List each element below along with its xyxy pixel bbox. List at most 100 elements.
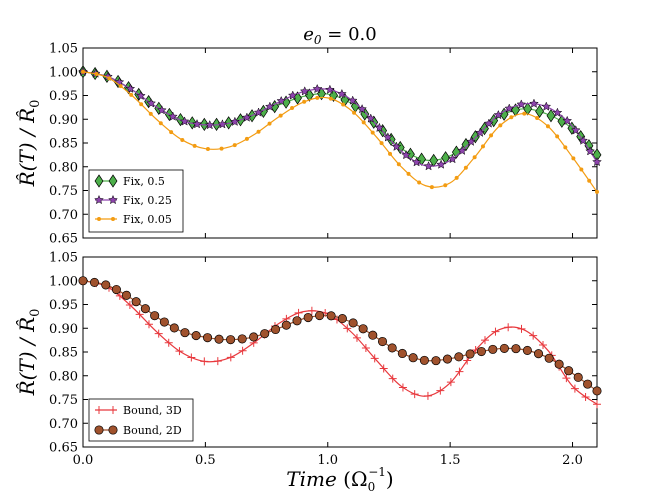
legend-box-top [88,169,184,233]
series-marker [94,72,99,77]
series-marker [179,116,190,126]
legend-swatch-marker [111,217,115,221]
series-marker [370,130,375,135]
series-marker [205,147,210,152]
series-marker [557,114,567,128]
series-marker [562,374,571,383]
series-marker [391,141,402,151]
series-marker [365,113,376,123]
series-marker [454,175,459,180]
series-fix-0-25 [78,66,602,171]
series-marker [167,111,178,121]
series-marker [150,311,160,321]
series-marker [148,111,153,116]
y-tick-label: 0.85 [49,346,78,361]
series-marker [238,346,247,355]
series-marker [343,324,352,333]
series-marker [315,310,325,321]
series-line [82,71,598,162]
series-marker [436,386,445,395]
series-marker [480,144,485,149]
series-marker [488,344,498,354]
series-marker [529,98,539,108]
series-marker [249,332,259,342]
series-bound-3d [79,276,601,409]
series-marker [533,349,544,359]
series-marker [554,359,564,369]
series-marker [368,330,378,340]
series-marker [237,334,247,344]
series-marker [294,308,303,317]
y-tick-label: 1.05 [49,251,78,266]
y-tick-label: 0.75 [49,393,78,408]
series-marker [535,115,540,120]
series-marker [504,103,515,113]
y-tick-label: 0.85 [49,137,78,152]
series-marker [408,353,418,363]
series-marker [465,349,475,359]
series-marker [324,84,335,94]
legend-swatch-marker [95,406,103,414]
legend-label: Fix, 0.5 [123,175,165,188]
x-tick-label: 0.5 [195,453,216,468]
series-line [82,280,598,405]
series-marker [180,328,190,338]
series-bound-2d [78,276,602,396]
series-marker [592,386,602,396]
y-tick-label: 0.80 [49,369,78,384]
series-marker [541,101,552,111]
series-marker [191,331,201,341]
series-marker [202,333,213,343]
series-marker [593,400,601,409]
series-marker [423,161,434,171]
x-tick-label: 1.5 [440,453,461,468]
legend-swatch-marker [108,194,118,205]
series-marker [358,324,368,334]
series-marker [89,277,100,287]
series-marker [219,146,224,151]
series-marker [135,90,146,101]
y-tick-label: 1.05 [49,42,78,57]
series-marker [78,276,88,286]
series-marker [357,103,368,114]
series-marker [299,86,310,96]
series-marker [539,340,548,349]
series-marker [326,311,336,321]
x-tick-label: 1.0 [317,453,338,468]
series-marker [281,320,291,330]
series-marker [410,390,419,399]
series-marker [463,356,472,365]
y-tick-label: 0.90 [49,113,78,128]
xlabel-main: Time [286,467,337,491]
series-marker [455,367,464,376]
series-marker [419,355,429,365]
series-marker [546,109,556,123]
series-marker [292,316,302,326]
series-marker [570,125,581,135]
y-tick-label: 0.70 [49,208,78,223]
series-marker [493,109,504,120]
series-marker [463,165,468,170]
series-marker [517,324,526,333]
series-marker [429,185,434,190]
ylabel-bottom-main: R̂(T) / R̂ [15,317,39,397]
panel-top: 0.65 0.70 0.75 0.80 0.85 0.90 0.95 1.00 1.05 R̂(… [15,42,602,247]
y-tick-label: 0.70 [49,417,78,432]
series-marker [379,364,388,373]
series-fix-0-05 [81,69,599,194]
series-marker [522,111,527,116]
series-marker [260,329,270,339]
y-axis-label-bottom: R̂(T) / R̂0 [15,309,43,397]
series-marker [387,343,397,353]
title-var: e [303,24,314,45]
series-marker [579,167,584,172]
legend-label: Bound, 2D [123,424,182,437]
y-ticks-bottom: 0.65 0.70 0.75 0.80 0.85 0.90 0.95 1.00 1.05 [49,251,597,456]
legend-label: Fix, 0.05 [123,213,172,226]
series-marker [125,300,134,309]
series-marker [204,119,215,130]
y-tick-label: 0.80 [49,160,78,175]
series-marker [229,116,240,126]
series-marker [499,343,509,353]
